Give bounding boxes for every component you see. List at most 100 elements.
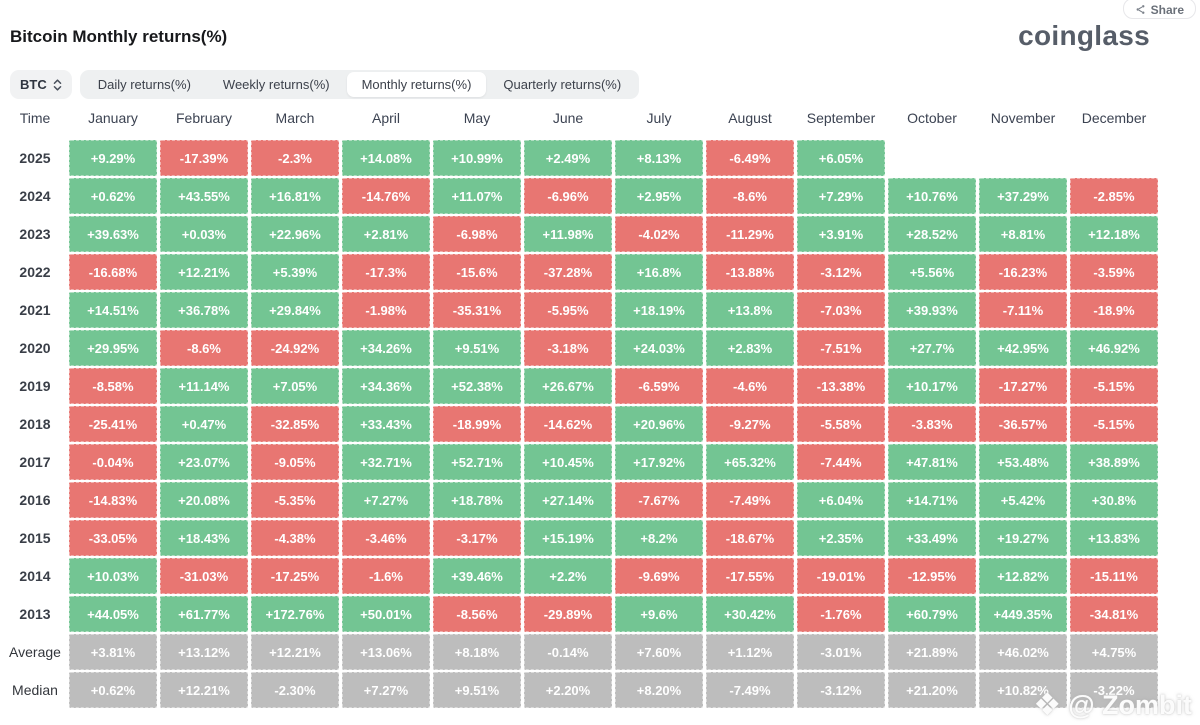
return-cell-2025-february: -17.39% — [160, 140, 248, 176]
tab-weekly[interactable]: Weekly returns(%) — [208, 72, 345, 97]
return-cell-average-june: -0.14% — [524, 634, 612, 670]
return-cell-average-february: +13.12% — [160, 634, 248, 670]
return-cell-2023-april: +2.81% — [342, 216, 430, 252]
return-cell-2016-november: +5.42% — [979, 482, 1067, 518]
return-cell-2016-july: -7.67% — [615, 482, 703, 518]
return-cell-2014-april: -1.6% — [342, 558, 430, 594]
return-cell-2023-november: +8.81% — [979, 216, 1067, 252]
tab-monthly[interactable]: Monthly returns(%) — [346, 72, 487, 97]
return-cell-2023-march: +22.96% — [251, 216, 339, 252]
return-cell-2023-december: +12.18% — [1070, 216, 1158, 252]
return-cell-average-august: +1.12% — [706, 634, 794, 670]
return-cell-2019-april: +34.36% — [342, 368, 430, 404]
share-button[interactable]: Share — [1122, 0, 1196, 19]
return-cell-2015-june: +15.19% — [524, 520, 612, 556]
return-cell-2021-october: +39.93% — [888, 292, 976, 328]
row-label-2019: 2019 — [19, 378, 51, 394]
return-cell-2014-june: +2.2% — [524, 558, 612, 594]
return-cell-2024-january: +0.62% — [69, 178, 157, 214]
return-cell-2015-august: -18.67% — [706, 520, 794, 556]
tab-quarterly[interactable]: Quarterly returns(%) — [488, 72, 636, 97]
return-cell-2013-march: +172.76% — [251, 596, 339, 632]
return-cell-2024-february: +43.55% — [160, 178, 248, 214]
return-cell-2014-may: +39.46% — [433, 558, 521, 594]
return-cell-2015-december: +13.83% — [1070, 520, 1158, 556]
return-cell-2021-january: +14.51% — [69, 292, 157, 328]
return-cell-2025-november — [979, 140, 1067, 176]
row-label-2025: 2025 — [19, 150, 51, 166]
return-cell-2022-september: -3.12% — [797, 254, 885, 290]
return-cell-2016-september: +6.04% — [797, 482, 885, 518]
return-cell-2019-december: -5.15% — [1070, 368, 1158, 404]
row-label-2018: 2018 — [19, 416, 51, 432]
return-cell-average-october: +21.89% — [888, 634, 976, 670]
symbol-select[interactable]: BTC — [10, 70, 72, 99]
return-cell-2020-march: -24.92% — [251, 330, 339, 366]
row-label-2021: 2021 — [19, 302, 51, 318]
return-cell-2021-november: -7.11% — [979, 292, 1067, 328]
return-cell-average-may: +8.18% — [433, 634, 521, 670]
return-cell-2019-may: +52.38% — [433, 368, 521, 404]
return-cell-2022-june: -37.28% — [524, 254, 612, 290]
return-cell-2021-september: -7.03% — [797, 292, 885, 328]
return-cell-median-december: -3.22% — [1070, 672, 1158, 708]
return-cell-2017-may: +52.71% — [433, 444, 521, 480]
return-cell-2018-april: +33.43% — [342, 406, 430, 442]
return-cell-2019-august: -4.6% — [706, 368, 794, 404]
return-cell-2020-may: +9.51% — [433, 330, 521, 366]
return-cell-median-august: -7.49% — [706, 672, 794, 708]
returns-table-body: 2025 +9.29% -17.39% -2.3% +14.08% +10.99% +2.4… — [4, 140, 1158, 708]
row-label-2017: 2017 — [19, 454, 51, 470]
row-label-average: Average — [9, 644, 61, 660]
column-header-june: June — [552, 110, 584, 126]
return-cell-2013-july: +9.6% — [615, 596, 703, 632]
return-cell-2022-march: +5.39% — [251, 254, 339, 290]
return-cell-2022-august: -13.88% — [706, 254, 794, 290]
return-cell-2016-may: +18.78% — [433, 482, 521, 518]
return-cell-2021-april: -1.98% — [342, 292, 430, 328]
return-cell-2020-january: +29.95% — [69, 330, 157, 366]
return-cell-average-september: -3.01% — [797, 634, 885, 670]
share-icon — [1136, 5, 1145, 14]
return-cell-median-april: +7.27% — [342, 672, 430, 708]
return-cell-average-january: +3.81% — [69, 634, 157, 670]
share-label: Share — [1150, 2, 1184, 17]
column-header-october: October — [907, 110, 957, 126]
return-cell-2013-november: +449.35% — [979, 596, 1067, 632]
return-cell-median-may: +9.51% — [433, 672, 521, 708]
return-cell-2023-june: +11.98% — [524, 216, 612, 252]
return-cell-2016-february: +20.08% — [160, 482, 248, 518]
return-cell-2014-august: -17.55% — [706, 558, 794, 594]
return-cell-2019-february: +11.14% — [160, 368, 248, 404]
return-cell-2014-september: -19.01% — [797, 558, 885, 594]
return-cell-2014-december: -15.11% — [1070, 558, 1158, 594]
return-cell-2020-december: +46.92% — [1070, 330, 1158, 366]
return-cell-2025-december — [1070, 140, 1158, 176]
return-cell-2022-february: +12.21% — [160, 254, 248, 290]
return-cell-2025-september: +6.05% — [797, 140, 885, 176]
return-cell-2022-april: -17.3% — [342, 254, 430, 290]
return-cell-2015-march: -4.38% — [251, 520, 339, 556]
return-cell-2025-october — [888, 140, 976, 176]
column-header-april: April — [371, 110, 400, 126]
return-cell-2018-february: +0.47% — [160, 406, 248, 442]
return-cell-average-july: +7.60% — [615, 634, 703, 670]
return-cell-2015-february: +18.43% — [160, 520, 248, 556]
return-cell-2025-july: +8.13% — [615, 140, 703, 176]
tab-daily[interactable]: Daily returns(%) — [83, 72, 206, 97]
row-label-2020: 2020 — [19, 340, 51, 356]
return-cell-2020-october: +27.7% — [888, 330, 976, 366]
return-cell-2025-may: +10.99% — [433, 140, 521, 176]
return-cell-2025-april: +14.08% — [342, 140, 430, 176]
return-cell-2014-november: +12.82% — [979, 558, 1067, 594]
column-header-july: July — [646, 110, 672, 126]
return-cell-2025-march: -2.3% — [251, 140, 339, 176]
return-cell-2013-june: -29.89% — [524, 596, 612, 632]
return-cell-2018-august: -9.27% — [706, 406, 794, 442]
return-cell-2023-august: -11.29% — [706, 216, 794, 252]
return-cell-2015-september: +2.35% — [797, 520, 885, 556]
return-cell-2019-january: -8.58% — [69, 368, 157, 404]
return-cell-2017-january: -0.04% — [69, 444, 157, 480]
row-label-2015: 2015 — [19, 530, 51, 546]
return-cell-2021-may: -35.31% — [433, 292, 521, 328]
